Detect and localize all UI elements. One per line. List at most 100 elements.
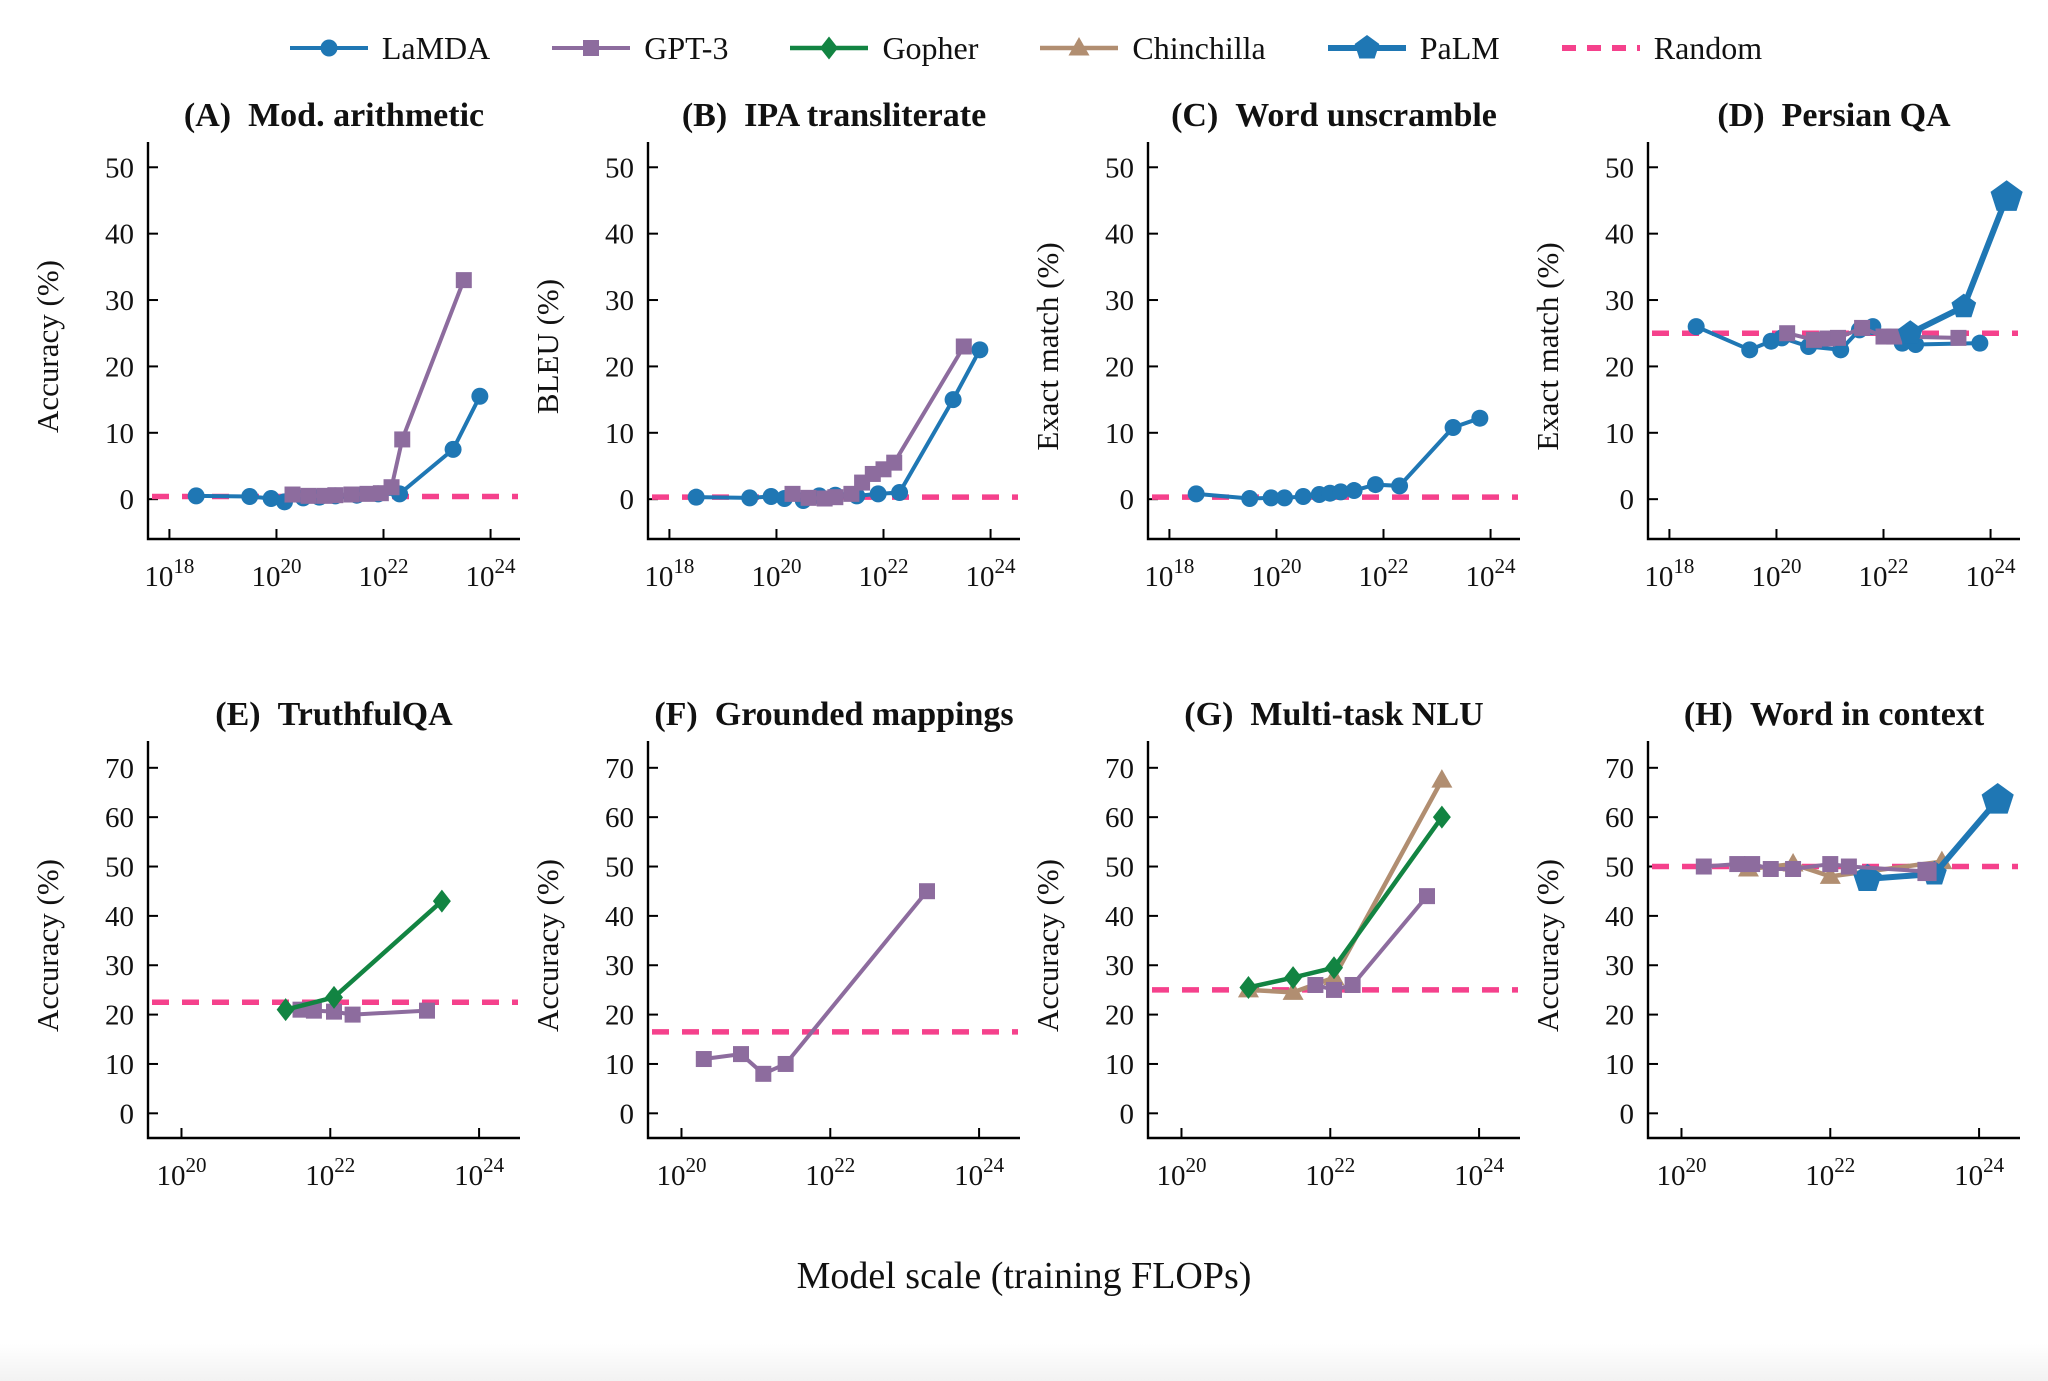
- y-tick-label: 40: [1105, 219, 1134, 251]
- series-marker-lamda: [891, 484, 909, 502]
- y-tick-label: 10: [1605, 418, 1634, 450]
- series-marker-lamda: [1187, 485, 1205, 503]
- series-marker-lamda: [687, 488, 705, 506]
- series-marker-lamda: [1241, 490, 1259, 508]
- x-tick-label: 1018: [1644, 554, 1694, 593]
- series-marker-gpt-3: [394, 431, 411, 448]
- series-marker-lamda: [971, 341, 989, 359]
- y-tick-label: 20: [1105, 351, 1134, 383]
- series-marker-gpt-3: [1307, 976, 1324, 993]
- y-tick-label: 0: [1120, 484, 1135, 516]
- x-tick-label: 1020: [1656, 1153, 1706, 1192]
- subplot-f-title: (F) Grounded mappings: [654, 696, 1013, 733]
- subplot-f-axes: [646, 741, 1020, 1140]
- y-tick-label: 0: [620, 484, 635, 516]
- subplot-g-title: (G) Multi-task NLU: [1184, 696, 1483, 733]
- series-marker-lamda: [869, 485, 887, 503]
- x-tick-label: 1024: [1454, 1153, 1505, 1192]
- series-marker-gpt-3: [800, 489, 817, 506]
- y-tick-label: 30: [105, 285, 134, 317]
- series-marker-gpt-3: [1785, 860, 1802, 877]
- series-marker-gopher: [432, 889, 451, 913]
- series-line-chinchilla: [1246, 777, 1445, 995]
- x-tick-label: 1018: [644, 554, 694, 593]
- series-marker-gpt-3: [455, 272, 472, 289]
- subplot-f: (F) Grounded mappings 1020 1022 1024 0 10 20 30…: [524, 683, 1024, 1248]
- x-tick-label: 1020: [1251, 554, 1301, 593]
- series-marker-palm: [1981, 782, 2014, 814]
- series-marker-lamda: [762, 488, 780, 506]
- series-marker-lamda: [444, 440, 462, 458]
- series-line-gopher: [283, 898, 445, 1012]
- subplot-a-axes: [146, 142, 520, 541]
- x-tick-label: 1022: [305, 1153, 355, 1192]
- series-marker-gpt-3: [955, 338, 972, 355]
- x-tick-label: 1024: [966, 554, 1017, 593]
- subplot-d-title: (D) Persian QA: [1717, 97, 1951, 134]
- series-marker-gpt-3: [300, 487, 317, 504]
- x-tick-label: 1022: [1859, 554, 1909, 593]
- gpt-3-marker-icon: [552, 40, 631, 56]
- palm-marker-icon: [1327, 35, 1406, 59]
- series-marker-gpt-3: [1779, 325, 1796, 342]
- random-marker-icon: [1561, 45, 1640, 51]
- y-tick-label: 60: [1105, 802, 1134, 834]
- series-marker-gpt-3: [419, 1002, 435, 1019]
- y-tick-label: 30: [605, 285, 634, 317]
- series-marker-gopher: [1239, 975, 1258, 999]
- legend-label-gopher: Gopher: [882, 29, 979, 66]
- lamda-marker-icon: [289, 39, 368, 57]
- y-tick-label: 50: [105, 152, 134, 184]
- y-tick-label: 50: [605, 152, 634, 184]
- series-marker-gpt-3: [1950, 329, 1967, 346]
- y-tick-label: 40: [1605, 219, 1634, 251]
- series-marker-gpt-3: [733, 1046, 749, 1063]
- series-line-gpt-3: [1313, 894, 1429, 992]
- y-tick-label: 20: [605, 351, 634, 383]
- series-marker-chinchilla: [1431, 769, 1453, 788]
- series-marker-gpt-3: [359, 485, 376, 502]
- series-marker-lamda: [471, 387, 489, 405]
- series-line-gopher: [1246, 814, 1445, 990]
- x-tick-label: 1024: [1466, 554, 1517, 593]
- y-tick-label: 10: [605, 1049, 634, 1081]
- x-tick-label: 1022: [1305, 1153, 1355, 1192]
- y-tick-label: 50: [105, 852, 134, 884]
- subplot-e-axes: [146, 741, 520, 1140]
- y-tick-label: 50: [1605, 852, 1634, 884]
- series-marker-palm: [1897, 320, 1923, 344]
- series-marker-lamda: [1275, 489, 1293, 507]
- subplot-a: (A) Mod. arithmetic 1018 1020 1022 1024 0 10 20…: [24, 84, 524, 649]
- gopher-marker-icon: [790, 36, 869, 60]
- x-tick-label: 1020: [1751, 554, 1801, 593]
- series-marker-gpt-3: [1830, 329, 1847, 346]
- y-tick-label: 30: [605, 950, 634, 982]
- y-tick-label: 20: [1605, 351, 1634, 383]
- subplot-b-axes: [646, 142, 1020, 541]
- series-marker-lamda: [1391, 477, 1409, 495]
- legend-label-lamda: LaMDA: [381, 29, 491, 66]
- x-tick-label: 1018: [144, 554, 194, 593]
- x-tick-label: 1024: [1966, 554, 2017, 593]
- series-marker-gopher: [1284, 966, 1303, 990]
- y-tick-label: 40: [1105, 901, 1134, 933]
- x-tick-label: 1024: [1954, 1153, 2005, 1192]
- series-marker-gpt-3: [1419, 888, 1435, 905]
- subplot-c-axes: [1146, 142, 1520, 541]
- legend-item-palm: PaLM: [1324, 30, 1500, 67]
- y-tick-label: 40: [1605, 901, 1634, 933]
- x-tick-label: 1020: [656, 1153, 706, 1192]
- y-tick-label: 10: [1605, 1049, 1634, 1081]
- series-marker-gpt-3: [1805, 331, 1822, 348]
- series-marker-lamda: [1366, 476, 1384, 494]
- x-tick-label: 1024: [454, 1153, 505, 1192]
- subplot-d-axes: [1646, 142, 2020, 541]
- series-marker-gpt-3: [1729, 856, 1746, 873]
- y-tick-label: 60: [1605, 802, 1634, 834]
- series-marker-gpt-3: [1762, 860, 1779, 877]
- series-marker-chinchilla: [1282, 981, 1304, 1000]
- legend: LaMDA GPT-3 Gopher Chinchilla PaLM Random: [0, 0, 2048, 80]
